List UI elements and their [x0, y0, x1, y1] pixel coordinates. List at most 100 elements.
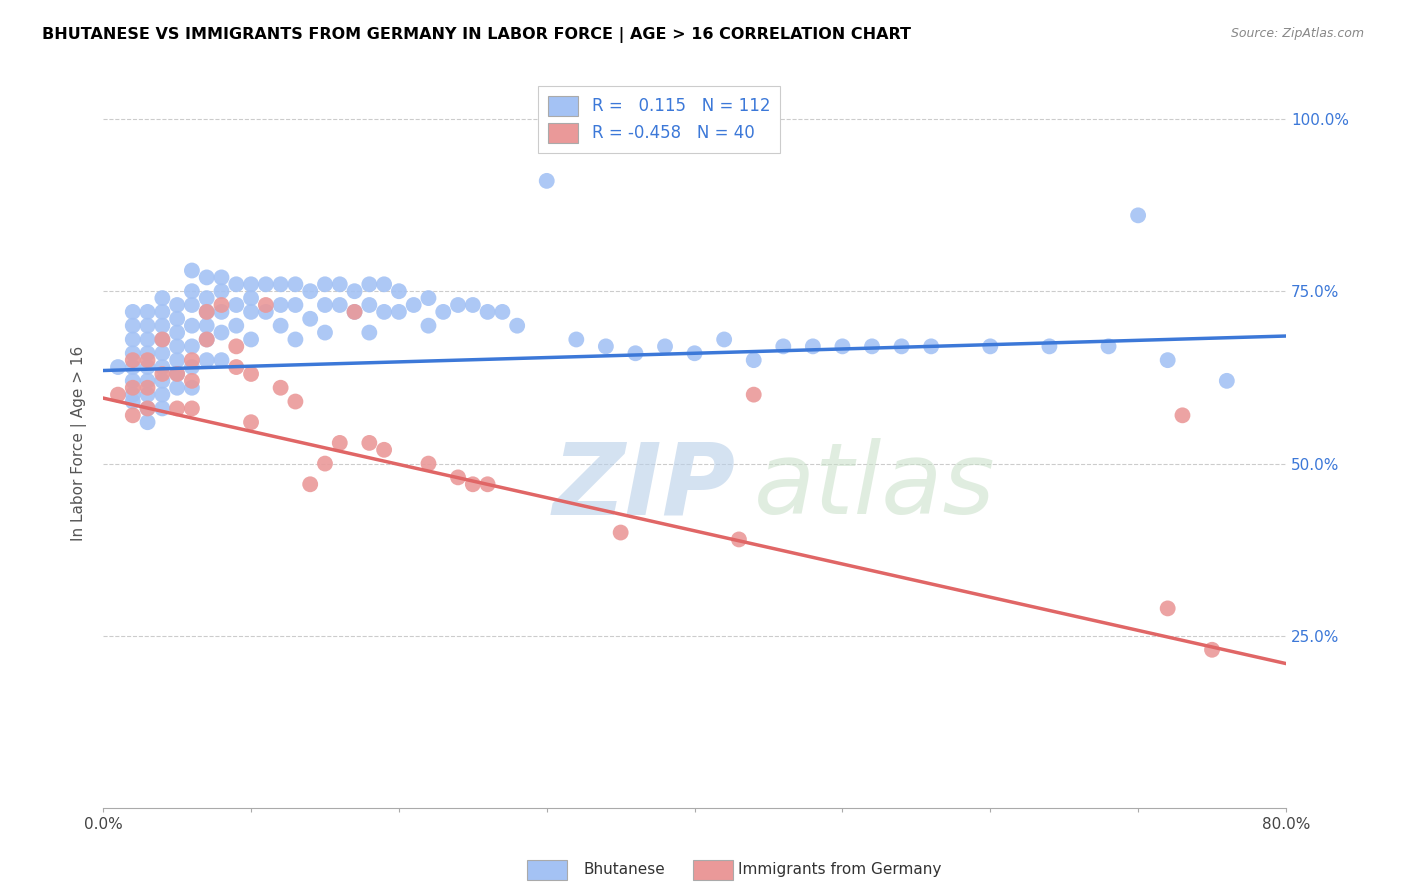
- Point: [254, 298, 277, 312]
- Point: [195, 270, 218, 285]
- Point: [713, 333, 735, 347]
- Point: [150, 333, 173, 347]
- Point: [225, 277, 247, 292]
- Point: [1216, 374, 1239, 388]
- Point: [136, 353, 159, 368]
- Point: [150, 305, 173, 319]
- Point: [166, 367, 188, 381]
- Text: Bhutanese: Bhutanese: [583, 863, 665, 877]
- Point: [166, 326, 188, 340]
- Point: [121, 374, 143, 388]
- Point: [329, 298, 352, 312]
- Point: [920, 339, 942, 353]
- Point: [299, 311, 322, 326]
- Point: [180, 263, 202, 277]
- Point: [166, 367, 188, 381]
- Point: [270, 318, 292, 333]
- Point: [1038, 339, 1060, 353]
- Point: [801, 339, 824, 353]
- Point: [225, 318, 247, 333]
- Point: [343, 284, 366, 298]
- Point: [240, 367, 263, 381]
- Point: [136, 318, 159, 333]
- Legend: R =   0.115   N = 112, R = -0.458   N = 40: R = 0.115 N = 112, R = -0.458 N = 40: [538, 86, 780, 153]
- Point: [121, 346, 143, 360]
- Point: [270, 381, 292, 395]
- Point: [595, 339, 617, 353]
- Point: [284, 394, 307, 409]
- Point: [461, 477, 484, 491]
- Point: [180, 284, 202, 298]
- Point: [329, 277, 352, 292]
- Point: [136, 415, 159, 429]
- Point: [195, 291, 218, 305]
- Point: [166, 381, 188, 395]
- Point: [373, 277, 395, 292]
- Point: [418, 318, 440, 333]
- Point: [979, 339, 1001, 353]
- Point: [211, 353, 233, 368]
- Point: [180, 298, 202, 312]
- Point: [136, 381, 159, 395]
- Point: [136, 333, 159, 347]
- Point: [166, 339, 188, 353]
- Point: [166, 353, 188, 368]
- Point: [565, 333, 588, 347]
- Point: [121, 305, 143, 319]
- Point: [150, 359, 173, 374]
- Point: [1171, 409, 1194, 423]
- Point: [329, 436, 352, 450]
- Point: [683, 346, 706, 360]
- Point: [211, 270, 233, 285]
- Text: BHUTANESE VS IMMIGRANTS FROM GERMANY IN LABOR FORCE | AGE > 16 CORRELATION CHART: BHUTANESE VS IMMIGRANTS FROM GERMANY IN …: [42, 27, 911, 43]
- Text: Source: ZipAtlas.com: Source: ZipAtlas.com: [1230, 27, 1364, 40]
- Point: [136, 359, 159, 374]
- Point: [121, 409, 143, 423]
- Point: [180, 381, 202, 395]
- Point: [121, 353, 143, 368]
- Point: [166, 298, 188, 312]
- Point: [166, 401, 188, 416]
- Point: [195, 305, 218, 319]
- Point: [1157, 353, 1180, 368]
- Point: [299, 477, 322, 491]
- Point: [150, 333, 173, 347]
- Point: [314, 277, 336, 292]
- Point: [359, 326, 381, 340]
- Point: [180, 339, 202, 353]
- Point: [359, 436, 381, 450]
- Point: [654, 339, 676, 353]
- Point: [314, 298, 336, 312]
- Point: [388, 284, 411, 298]
- Point: [284, 277, 307, 292]
- Point: [388, 305, 411, 319]
- Point: [461, 298, 484, 312]
- Point: [418, 457, 440, 471]
- Text: ZIP: ZIP: [553, 438, 735, 535]
- Point: [240, 333, 263, 347]
- Point: [1097, 339, 1119, 353]
- Point: [343, 305, 366, 319]
- Point: [624, 346, 647, 360]
- Point: [432, 305, 454, 319]
- Point: [447, 470, 470, 484]
- Point: [180, 359, 202, 374]
- Point: [150, 318, 173, 333]
- Point: [491, 305, 513, 319]
- Point: [121, 387, 143, 401]
- Point: [373, 305, 395, 319]
- Point: [195, 305, 218, 319]
- Y-axis label: In Labor Force | Age > 16: In Labor Force | Age > 16: [72, 345, 87, 541]
- Point: [254, 305, 277, 319]
- Point: [284, 333, 307, 347]
- Point: [506, 318, 529, 333]
- Point: [609, 525, 631, 540]
- Point: [180, 353, 202, 368]
- Point: [180, 374, 202, 388]
- Point: [418, 291, 440, 305]
- Point: [860, 339, 883, 353]
- Point: [211, 298, 233, 312]
- Point: [136, 401, 159, 416]
- Point: [195, 318, 218, 333]
- Point: [254, 277, 277, 292]
